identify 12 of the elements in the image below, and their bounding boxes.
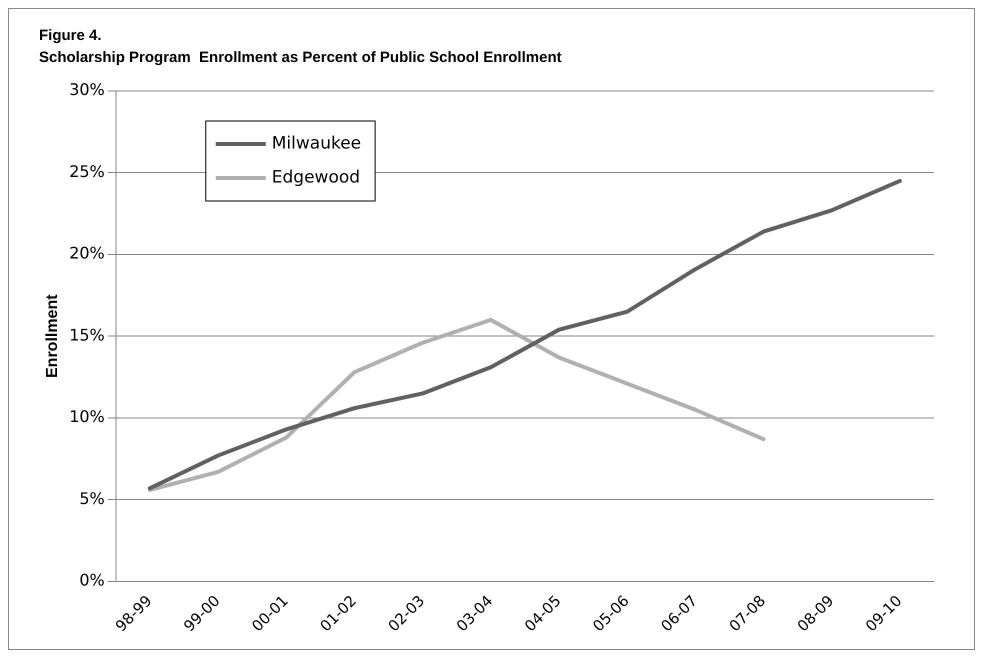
legend-label: Edgewood: [272, 167, 360, 188]
y-tick-label: 20%: [69, 244, 105, 263]
y-axis-title: Enrollment: [44, 294, 62, 378]
y-tick-label: 30%: [69, 80, 105, 100]
chart-subtitle: Scholarship Program Enrollment as Percent of Public School Enrollment: [39, 49, 562, 66]
y-tick-label: 5%: [79, 488, 105, 508]
y-tick-label: 25%: [69, 162, 105, 181]
y-tick-label: 10%: [69, 407, 105, 426]
legend-label: Milwaukee: [272, 133, 362, 154]
chart-title: Figure 4.: [39, 27, 102, 44]
y-tick-label: 0%: [79, 570, 105, 590]
y-tick-label: 15%: [69, 325, 105, 344]
